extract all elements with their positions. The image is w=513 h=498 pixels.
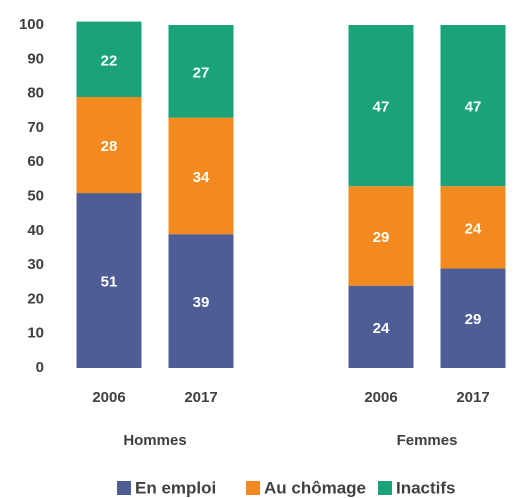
bar-segment — [348, 186, 414, 286]
bar-segment — [168, 25, 234, 118]
data-label: 27 — [193, 64, 210, 81]
data-label: 28 — [101, 138, 118, 155]
x-tick-label: 2006 — [364, 389, 397, 406]
legend-swatch — [246, 481, 260, 495]
data-label: 47 — [465, 99, 482, 116]
legend-label: Au chômage — [264, 478, 366, 497]
legend-swatch — [117, 481, 131, 495]
y-tick-label: 20 — [27, 290, 44, 307]
y-tick-label: 50 — [27, 187, 44, 204]
group-label: Hommes — [123, 432, 186, 449]
y-tick-label: 80 — [27, 85, 44, 102]
bar-segment — [440, 25, 506, 187]
y-tick-label: 90 — [27, 50, 44, 67]
data-label: 51 — [101, 274, 118, 291]
data-label: 39 — [193, 294, 210, 311]
data-label: 34 — [193, 169, 210, 186]
bar-segment — [348, 285, 414, 368]
bar-segment — [76, 193, 142, 368]
x-tick-label: 2017 — [184, 389, 217, 406]
data-label: 22 — [101, 52, 118, 69]
y-tick-label: 60 — [27, 153, 44, 170]
data-label: 29 — [373, 229, 390, 246]
bar-segment — [440, 186, 506, 269]
y-tick-label: 0 — [36, 359, 44, 376]
x-tick-label: 2017 — [456, 389, 489, 406]
data-label: 47 — [373, 99, 390, 116]
y-tick-label: 10 — [27, 325, 44, 342]
x-tick-label: 2006 — [92, 389, 125, 406]
y-tick-label: 40 — [27, 222, 44, 239]
group-label: Femmes — [397, 432, 458, 449]
data-label: 24 — [373, 320, 390, 337]
bar-segment — [76, 21, 142, 98]
y-tick-label: 70 — [27, 119, 44, 136]
legend-swatch — [378, 481, 392, 495]
bar-segment — [76, 97, 142, 194]
bar-segment — [440, 268, 506, 368]
legend-label: En emploi — [135, 478, 216, 497]
data-label: 24 — [465, 220, 482, 237]
data-label: 29 — [465, 311, 482, 328]
bar-segment — [348, 25, 414, 187]
legend-label: Inactifs — [396, 478, 456, 497]
y-tick-label: 100 — [19, 16, 44, 33]
y-tick-label: 30 — [27, 256, 44, 273]
bar-segment — [168, 234, 234, 368]
bar-segment — [168, 117, 234, 235]
